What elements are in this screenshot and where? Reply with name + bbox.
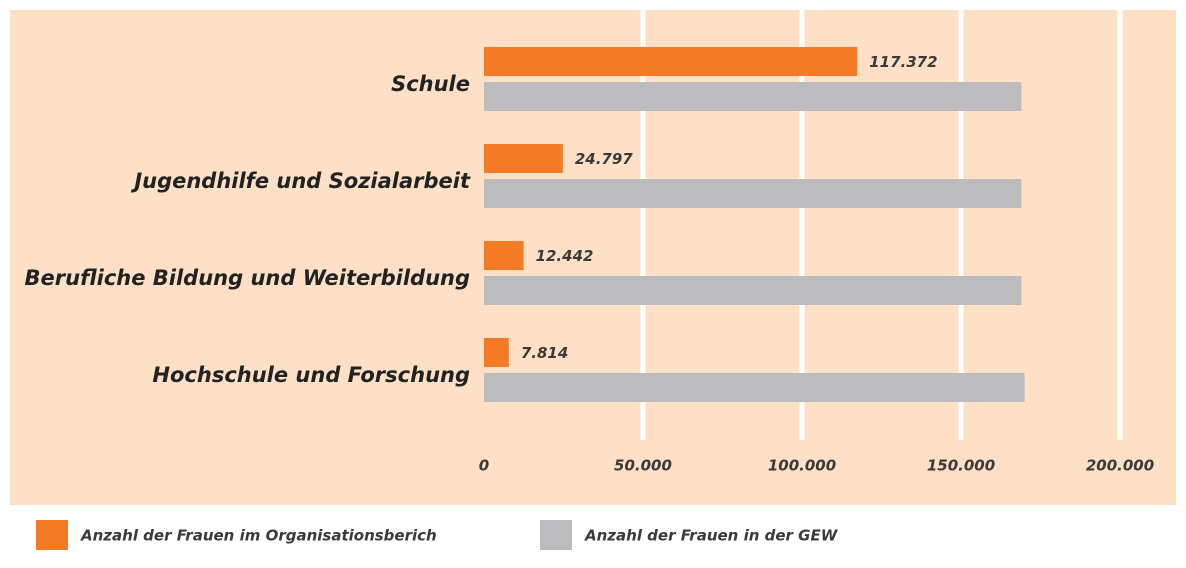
bar [484,338,509,367]
bar [484,373,1025,402]
x-tick-label: 0 [479,457,489,475]
bar [484,179,1022,208]
bar [484,82,1022,111]
x-tick-label: 100.000 [768,457,836,475]
x-tick-label: 200.000 [1086,457,1154,475]
x-tick-label: 50.000 [614,457,672,475]
legend-swatch [540,520,572,550]
value-label: 24.797 [575,150,633,168]
category-label: Schule [391,72,470,96]
bar [484,276,1022,305]
category-label: Hochschule und Forschung [152,363,470,387]
category-label: Berufliche Bildung und Weiterbildung [25,266,470,290]
category-label: Jugendhilfe und Sozialarbeit [130,169,471,193]
bar [484,144,563,173]
x-tick-label: 150.000 [927,457,995,475]
legend-label: Anzahl der Frauen im Organisationsberich [80,527,437,545]
value-label: 117.372 [869,53,937,71]
value-label: 7.814 [521,344,568,362]
value-label: 12.442 [536,247,594,265]
legend-swatch [36,520,68,550]
bar [484,241,524,270]
bar [484,47,858,76]
legend-label: Anzahl der Frauen in der GEW [584,527,839,545]
